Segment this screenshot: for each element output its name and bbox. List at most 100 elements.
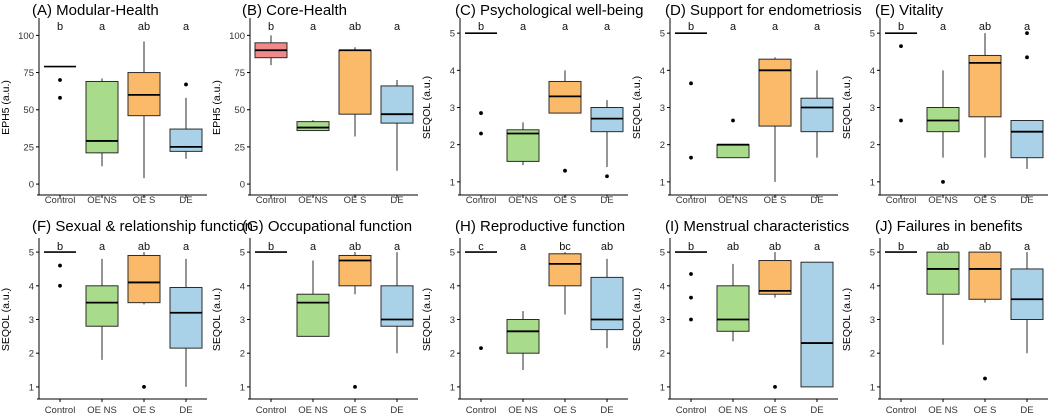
panel-1-de-box (380, 85, 414, 124)
panel-7-oe-s-sig-letter: bc (559, 241, 571, 253)
panel-9-y-tick-label: 2 (870, 349, 875, 360)
panel-4-y-tick-label: 1 (870, 177, 875, 188)
panel-1-x-tick-label: Control (256, 195, 287, 206)
panel-7-oe-ns-sig-letter: a (520, 241, 527, 253)
panel-8-y-tick-label: 4 (660, 281, 665, 292)
panel-2-control-outlier (479, 111, 483, 115)
panel-4-control-outlier (899, 118, 903, 123)
panel-0-title: (A) Modular-Health (32, 2, 159, 19)
panel-9-x-tick-label: OE NS (928, 405, 958, 416)
panel-1-oe-ns-sig-letter: a (310, 21, 317, 33)
panel-6-oe-s-sig-letter: ab (349, 241, 361, 253)
panel-5-title: (F) Sexual & relationship function (32, 218, 253, 235)
panel-9-x-tick-label: DE (1020, 405, 1033, 416)
panel-5-y-tick-label: 5 (29, 248, 34, 259)
panel-7-oe-ns-box (506, 319, 540, 354)
panel-1-x-tick-label: DE (390, 195, 403, 206)
panel-4-oe-s-box (968, 54, 1002, 118)
panel-0-oe-ns-box (85, 80, 119, 154)
panel-5-y-tick-label: 2 (29, 349, 34, 360)
panel-0-x-tick-label: OE S (133, 195, 156, 206)
panel-4-title: (E) Vitality (875, 2, 944, 19)
panel-8-y-axis-label: SEQOL (a.u.) (631, 288, 643, 351)
panel-9-x-tick-label: OE S (974, 405, 997, 416)
panel-0-y-tick-label: 25 (23, 142, 34, 153)
panel-8-x-tick-label: DE (810, 405, 823, 416)
panel-4-de-outlier (1025, 31, 1029, 36)
panel-2-oe-s-box (548, 80, 582, 114)
panel-9-de-box (1010, 268, 1044, 320)
panel-8-x-tick-label: OE NS (718, 405, 748, 416)
panel-0-oe-ns-sig-letter: a (99, 21, 106, 33)
panel-6-y-tick-label: 3 (240, 315, 245, 326)
panel-2-y-axis-label: SEQOL (a.u.) (421, 76, 433, 139)
panel-0-y-tick-label: 100 (18, 31, 34, 42)
panel-1-title: (B) Core-Health (242, 2, 347, 19)
panel-6-x-tick-label: Control (256, 405, 287, 416)
panel-4-x-tick-label: Control (886, 195, 917, 206)
panel-3-oe-ns-outlier (731, 118, 735, 123)
panel-4-oe-ns-box (926, 107, 960, 133)
panel-2-title: (C) Psychological well-being (455, 2, 643, 19)
panel-0-y-tick-label: 50 (23, 105, 34, 116)
panel-6-y-tick-label: 2 (240, 349, 245, 360)
panel-0-de-sig-letter: a (183, 21, 190, 33)
panel-0-y-tick-label: 75 (23, 68, 34, 79)
panel-8-oe-s-sig-letter: ab (769, 241, 781, 253)
panel-4-y-axis-label: SEQOL (a.u.) (841, 76, 853, 139)
panel-9-title: (J) Failures in benefits (875, 218, 1023, 235)
panel-1-y-tick-label: 75 (234, 68, 245, 79)
panel-5-x-tick-label: OE NS (87, 405, 117, 416)
panel-3-oe-ns-box (716, 144, 750, 159)
panel-6-x-tick-label: OE NS (298, 405, 328, 416)
panel-2-oe-ns-sig-letter: a (520, 21, 527, 33)
panel-7-title: (H) Reproductive function (455, 218, 625, 235)
panel-5-oe-ns-sig-letter: a (99, 241, 106, 253)
panel-6-control-sig-letter: b (268, 241, 274, 253)
panel-0-de-box (169, 128, 203, 152)
panel-5-oe-ns-box (85, 285, 119, 327)
panel-0-control-outlier (58, 78, 62, 82)
panel-9-y-tick-label: 4 (870, 281, 875, 292)
panel-7-x-tick-label: OE S (554, 405, 577, 416)
panel-8-y-tick-label: 3 (660, 315, 665, 326)
panel-7-y-tick-label: 4 (450, 281, 455, 292)
panel-3-oe-ns-sig-letter: a (730, 21, 737, 33)
panel-7-y-tick-label: 2 (450, 349, 455, 360)
panel-3-control-sig-letter: b (688, 21, 694, 33)
panel-3-oe-s-box (758, 58, 792, 127)
panel-2-y-tick-label: 2 (450, 140, 455, 151)
panel-9-y-tick-label: 3 (870, 315, 875, 326)
panel-1-oe-s-box (338, 49, 372, 115)
panel-5-x-tick-label: OE S (133, 405, 156, 416)
panel-0-x-tick-label: OE NS (87, 195, 117, 206)
panel-9-oe-ns-sig-letter: ab (937, 241, 949, 253)
panel-7-x-tick-label: Control (466, 405, 497, 416)
panel-5-x-tick-label: Control (45, 405, 76, 416)
panel-6-x-tick-label: DE (390, 405, 403, 416)
panel-8-oe-ns-box (716, 285, 750, 332)
panel-8-y-tick-label: 5 (660, 248, 665, 259)
panel-6-title: (G) Occupational function (242, 218, 412, 235)
panel-5-oe-s-outlier (142, 384, 146, 389)
panel-5-control-outlier (58, 283, 62, 288)
panel-5-oe-s-box (127, 254, 161, 304)
panel-2-de-box (590, 107, 624, 133)
panel-1-y-tick-label: 100 (229, 31, 245, 42)
panel-4-oe-ns-outlier (941, 179, 945, 184)
panel-3-de-box (800, 97, 834, 133)
panel-2-y-tick-label: 3 (450, 103, 455, 114)
panel-6-y-tick-label: 4 (240, 281, 245, 292)
panel-0-control-outlier (58, 95, 62, 100)
panel-6-de-sig-letter: a (394, 241, 401, 253)
panel-8-control-outlier (689, 295, 693, 300)
panel-7-y-axis-label: SEQOL (a.u.) (421, 288, 433, 351)
panel-8-y-tick-label: 2 (660, 349, 665, 360)
panel-8-x-tick-label: Control (676, 405, 707, 416)
panel-0-y-axis-label: EPH5 (a.u.) (0, 80, 12, 135)
panel-5-x-tick-label: DE (179, 405, 192, 416)
panel-8-control-outlier (689, 272, 693, 276)
panel-2-x-tick-label: OE NS (508, 195, 538, 206)
panel-9-x-tick-label: Control (886, 405, 917, 416)
